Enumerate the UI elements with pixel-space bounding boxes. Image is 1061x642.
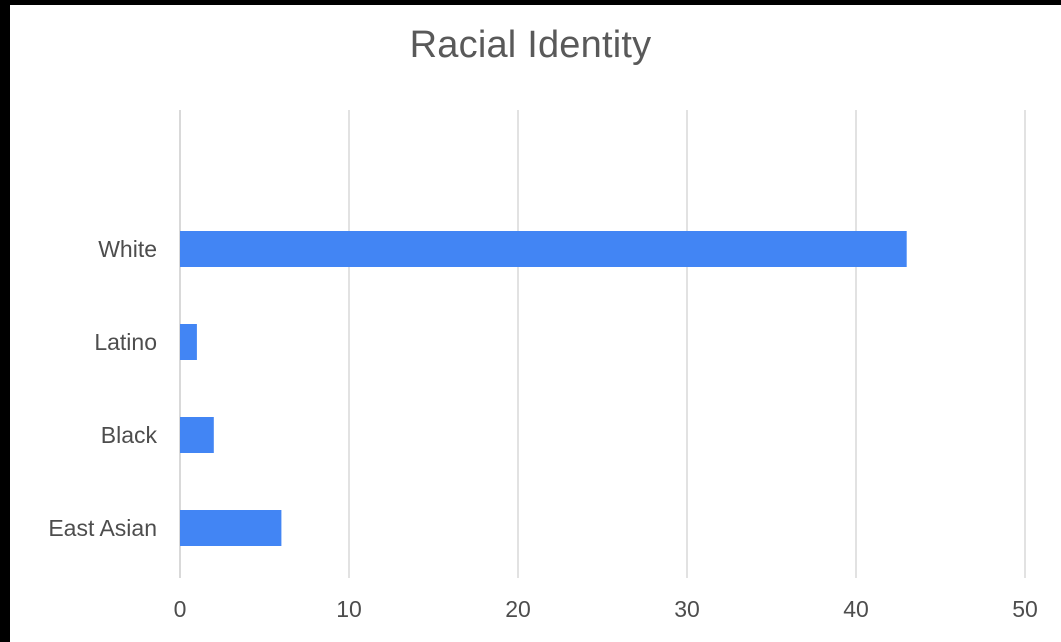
bar-black bbox=[180, 417, 214, 453]
category-label: East Asian bbox=[48, 515, 157, 541]
x-tick-label: 40 bbox=[843, 596, 869, 622]
x-tick-label: 0 bbox=[174, 596, 187, 622]
x-tick-label: 20 bbox=[505, 596, 531, 622]
x-tick-label: 30 bbox=[674, 596, 700, 622]
chart-title: Racial Identity bbox=[409, 24, 652, 66]
bars bbox=[180, 231, 907, 546]
bar-white bbox=[180, 231, 907, 267]
gridlines bbox=[179, 110, 1026, 578]
x-tick-label: 50 bbox=[1012, 596, 1038, 622]
bar-east-asian bbox=[180, 510, 282, 546]
category-label: Black bbox=[101, 422, 158, 448]
category-label: Latino bbox=[94, 329, 157, 355]
x-tick-label: 10 bbox=[336, 596, 362, 622]
bar-latino bbox=[180, 324, 197, 360]
x-tick-labels: 0 10 20 30 40 50 bbox=[174, 596, 1038, 622]
category-label: White bbox=[98, 236, 157, 262]
category-labels: White Latino Black East Asian bbox=[48, 236, 157, 541]
